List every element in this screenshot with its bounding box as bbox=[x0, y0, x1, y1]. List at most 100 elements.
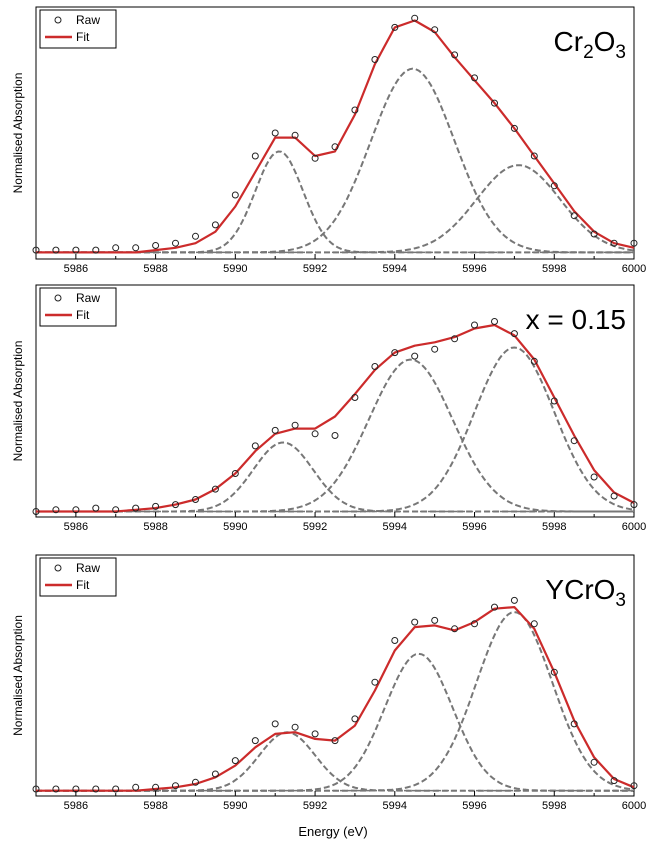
legend-raw-label: Raw bbox=[76, 13, 100, 27]
plot-frame bbox=[35, 6, 635, 260]
raw-point bbox=[112, 506, 120, 514]
x-tick-label: 6000 bbox=[622, 263, 646, 275]
x-tick-label: 5992 bbox=[303, 800, 327, 812]
legend-box bbox=[39, 9, 117, 49]
raw-point bbox=[411, 14, 419, 22]
raw-point bbox=[630, 782, 638, 790]
x-tick-label: 5990 bbox=[223, 800, 247, 812]
raw-point bbox=[530, 620, 538, 628]
x-tick-label: 5998 bbox=[542, 800, 566, 812]
legend-fit-label: Fit bbox=[76, 308, 90, 322]
raw-point bbox=[491, 603, 498, 611]
raw-point bbox=[251, 737, 259, 745]
raw-point bbox=[610, 239, 618, 247]
raw-point bbox=[630, 239, 638, 247]
x-tick-label: 5996 bbox=[462, 521, 486, 533]
raw-point bbox=[231, 191, 239, 199]
raw-point bbox=[351, 106, 359, 114]
raw-point bbox=[32, 246, 40, 254]
raw-point bbox=[211, 221, 219, 229]
raw-point bbox=[92, 504, 100, 512]
raw-point bbox=[211, 770, 219, 778]
raw-point bbox=[431, 345, 439, 353]
raw-point bbox=[192, 778, 199, 786]
raw-point bbox=[331, 143, 339, 151]
panel-3: 5986 5988 5990 5992 5994 5996 5998 6000 Normalis… bbox=[11, 554, 646, 812]
raw-point bbox=[311, 430, 319, 438]
legend-fit-label: Fit bbox=[76, 578, 90, 592]
raw-point bbox=[610, 492, 618, 500]
raw-point bbox=[271, 129, 279, 137]
raw-point bbox=[291, 723, 299, 731]
raw-point bbox=[211, 485, 219, 493]
raw-point bbox=[331, 737, 339, 745]
raw-point bbox=[371, 678, 379, 686]
x-tick-label: 5988 bbox=[143, 800, 167, 812]
raw-point bbox=[52, 506, 60, 514]
raw-point bbox=[231, 470, 239, 477]
legend-raw-marker bbox=[54, 564, 62, 572]
raw-point bbox=[471, 620, 478, 628]
x-tick-label: 5996 bbox=[462, 263, 486, 275]
x-tick-label: 5992 bbox=[303, 521, 327, 533]
raw-point bbox=[132, 504, 140, 512]
raw-point bbox=[112, 244, 120, 252]
x-axis-label: Energy (eV) bbox=[298, 824, 367, 839]
raw-point bbox=[172, 782, 179, 790]
raw-point bbox=[550, 668, 558, 676]
x-tick-label: 5988 bbox=[143, 263, 167, 275]
legend-raw-marker bbox=[54, 294, 62, 302]
legend: Raw Fit bbox=[39, 557, 117, 597]
raw-point bbox=[311, 730, 319, 738]
raw-point bbox=[271, 426, 279, 434]
x-tick-label: 5998 bbox=[542, 263, 566, 275]
panel-title: YCrO3 bbox=[545, 574, 626, 611]
panel-title: Cr2O3 bbox=[554, 26, 626, 63]
y-axis-label: Normalised Absorption bbox=[11, 615, 25, 736]
raw-point bbox=[451, 625, 459, 633]
x-tick-label: 5992 bbox=[303, 263, 327, 275]
x-tick-label: 5986 bbox=[64, 521, 88, 533]
raw-point bbox=[172, 239, 179, 247]
panel-2: 5986 5988 5990 5992 5994 5996 5998 6000 Normalis… bbox=[11, 284, 646, 533]
raw-point bbox=[72, 246, 80, 254]
raw-point bbox=[570, 212, 578, 220]
raw-point bbox=[152, 502, 160, 510]
legend: Raw Fit bbox=[39, 9, 117, 49]
raw-point bbox=[192, 232, 199, 240]
raw-point bbox=[530, 152, 538, 160]
raw-point bbox=[331, 432, 339, 439]
legend-box bbox=[39, 287, 117, 327]
raw-point bbox=[530, 357, 538, 365]
panel-1: 5986 5988 5990 5992 5994 5996 5998 6000 Normalis… bbox=[11, 6, 646, 275]
raw-point bbox=[371, 56, 379, 63]
raw-point bbox=[32, 785, 40, 793]
raw-point bbox=[610, 777, 618, 785]
plot-frame bbox=[35, 284, 635, 518]
fit-line bbox=[36, 323, 635, 513]
raw-point bbox=[311, 154, 319, 162]
raw-point bbox=[510, 596, 518, 604]
raw-point bbox=[491, 318, 498, 325]
legend-raw-marker bbox=[54, 16, 62, 24]
raw-point bbox=[570, 437, 578, 445]
raw-point bbox=[510, 124, 518, 132]
raw-point bbox=[351, 715, 359, 723]
x-tick-label: 5990 bbox=[223, 521, 247, 533]
x-tick-label: 5986 bbox=[64, 263, 88, 275]
x-tick-label: 5994 bbox=[383, 521, 407, 533]
x-tick-label: 6000 bbox=[622, 800, 646, 812]
raw-point bbox=[271, 720, 279, 728]
legend-fit-label: Fit bbox=[76, 30, 90, 44]
plot-frame bbox=[35, 554, 635, 797]
raw-point bbox=[590, 473, 598, 481]
raw-point bbox=[491, 99, 498, 107]
legend-box bbox=[39, 557, 117, 597]
raw-point bbox=[132, 783, 140, 791]
raw-point bbox=[630, 501, 638, 509]
raw-point bbox=[231, 757, 239, 765]
raw-point bbox=[92, 246, 100, 254]
